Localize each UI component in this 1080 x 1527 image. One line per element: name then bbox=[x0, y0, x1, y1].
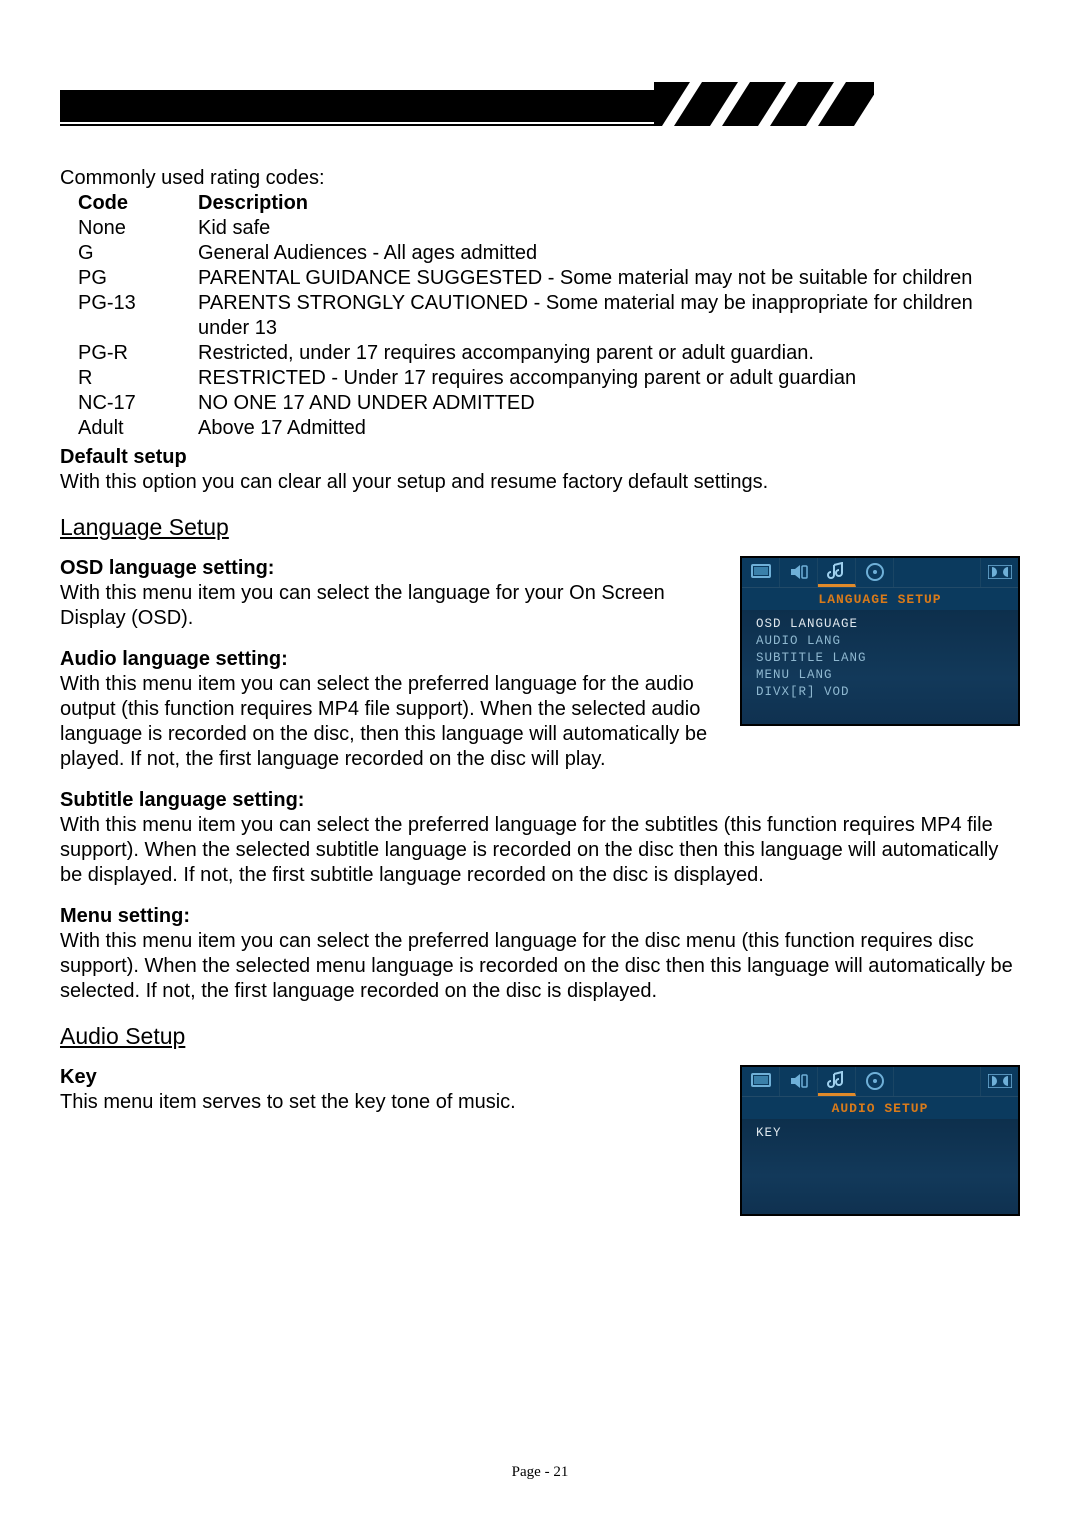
rating-desc: RESTRICTED - Under 17 requires accompany… bbox=[198, 366, 1020, 391]
osd-tab-speaker bbox=[780, 1067, 818, 1096]
audio-setup-screenshot: AUDIO SETUP KEY bbox=[740, 1065, 1020, 1216]
rating-code: NC-17 bbox=[78, 391, 198, 416]
rating-row: NoneKid safe bbox=[78, 216, 1020, 241]
rating-row: RRESTRICTED - Under 17 requires accompan… bbox=[78, 366, 1020, 391]
osd-menu-item: OSD LANGUAGE bbox=[756, 616, 1008, 633]
rating-row: AdultAbove 17 Admitted bbox=[78, 416, 1020, 441]
language-setup-title: Language Setup bbox=[60, 513, 1020, 542]
subtitle-language-body: With this menu item you can select the p… bbox=[60, 813, 1020, 888]
osd-tab-audio bbox=[818, 1067, 856, 1096]
osd-tab-disc bbox=[856, 558, 894, 587]
osd-screenshot-title: AUDIO SETUP bbox=[742, 1097, 1018, 1119]
rating-row: PGPARENTAL GUIDANCE SUGGESTED - Some mat… bbox=[78, 266, 1020, 291]
rating-row: GGeneral Audiences - All ages admitted bbox=[78, 241, 1020, 266]
menu-language-title: Menu setting: bbox=[60, 904, 1020, 929]
osd-menu-item: KEY bbox=[756, 1125, 1008, 1142]
rating-desc: General Audiences - All ages admitted bbox=[198, 241, 1020, 266]
osd-menu-item: DIVX[R] VOD bbox=[756, 684, 1008, 701]
rating-code: Adult bbox=[78, 416, 198, 441]
rating-code: G bbox=[78, 241, 198, 266]
audio-language-title: Audio language setting: bbox=[60, 647, 726, 672]
page-footer: Page - 21 bbox=[0, 1464, 1080, 1481]
rating-code: PG-R bbox=[78, 341, 198, 366]
rating-code: None bbox=[78, 216, 198, 241]
osd-tab-dolby bbox=[980, 558, 1018, 587]
osd-language-title: OSD language setting: bbox=[60, 556, 726, 581]
rating-header-desc: Description bbox=[198, 191, 1020, 216]
language-setup-screenshot: LANGUAGE SETUP OSD LANGUAGE AUDIO LANG S… bbox=[740, 556, 1020, 727]
rating-desc: PARENTS STRONGLY CAUTIONED - Some materi… bbox=[198, 291, 1020, 341]
header-bar bbox=[60, 90, 860, 122]
osd-screenshot-body: KEY bbox=[742, 1119, 1018, 1214]
rating-code: PG bbox=[78, 266, 198, 291]
osd-tab-bar bbox=[742, 558, 1018, 588]
osd-tab-screen bbox=[742, 558, 780, 587]
osd-screenshot-body: OSD LANGUAGE AUDIO LANG SUBTITLE LANG ME… bbox=[742, 610, 1018, 724]
osd-tab-bar bbox=[742, 1067, 1018, 1097]
rating-row: PG-13PARENTS STRONGLY CAUTIONED - Some m… bbox=[78, 291, 1020, 341]
rating-table: Code Description NoneKid safe GGeneral A… bbox=[78, 191, 1020, 441]
default-setup-body: With this option you can clear all your … bbox=[60, 470, 1020, 495]
rating-row: NC-17NO ONE 17 AND UNDER ADMITTED bbox=[78, 391, 1020, 416]
rating-desc: NO ONE 17 AND UNDER ADMITTED bbox=[198, 391, 1020, 416]
header-stripes bbox=[654, 82, 874, 126]
osd-tab-disc bbox=[856, 1067, 894, 1096]
intro-text: Commonly used rating codes: bbox=[60, 166, 1020, 191]
rating-row: PG-RRestricted, under 17 requires accomp… bbox=[78, 341, 1020, 366]
rating-code: PG-13 bbox=[78, 291, 198, 316]
osd-language-body: With this menu item you can select the l… bbox=[60, 581, 726, 631]
default-setup-title: Default setup bbox=[60, 445, 1020, 470]
rating-code: R bbox=[78, 366, 198, 391]
key-body: This menu item serves to set the key ton… bbox=[60, 1090, 726, 1115]
subtitle-language-title: Subtitle language setting: bbox=[60, 788, 1020, 813]
audio-language-body: With this menu item you can select the p… bbox=[60, 672, 726, 772]
rating-header-code: Code bbox=[78, 191, 198, 216]
audio-setup-title: Audio Setup bbox=[60, 1022, 1020, 1051]
rating-desc: Restricted, under 17 requires accompanyi… bbox=[198, 341, 1020, 366]
osd-menu-item: AUDIO LANG bbox=[756, 633, 1008, 650]
osd-tab-screen bbox=[742, 1067, 780, 1096]
menu-language-body: With this menu item you can select the p… bbox=[60, 929, 1020, 1004]
rating-desc: Kid safe bbox=[198, 216, 1020, 241]
osd-menu-item: MENU LANG bbox=[756, 667, 1008, 684]
osd-tab-dolby bbox=[980, 1067, 1018, 1096]
rating-desc: Above 17 Admitted bbox=[198, 416, 1020, 441]
osd-menu-item: SUBTITLE LANG bbox=[756, 650, 1008, 667]
osd-screenshot-title: LANGUAGE SETUP bbox=[742, 588, 1018, 610]
rating-header-row: Code Description bbox=[78, 191, 1020, 216]
key-title: Key bbox=[60, 1065, 726, 1090]
osd-tab-audio bbox=[818, 558, 856, 587]
osd-tab-speaker bbox=[780, 558, 818, 587]
rating-desc: PARENTAL GUIDANCE SUGGESTED - Some mater… bbox=[198, 266, 1020, 291]
